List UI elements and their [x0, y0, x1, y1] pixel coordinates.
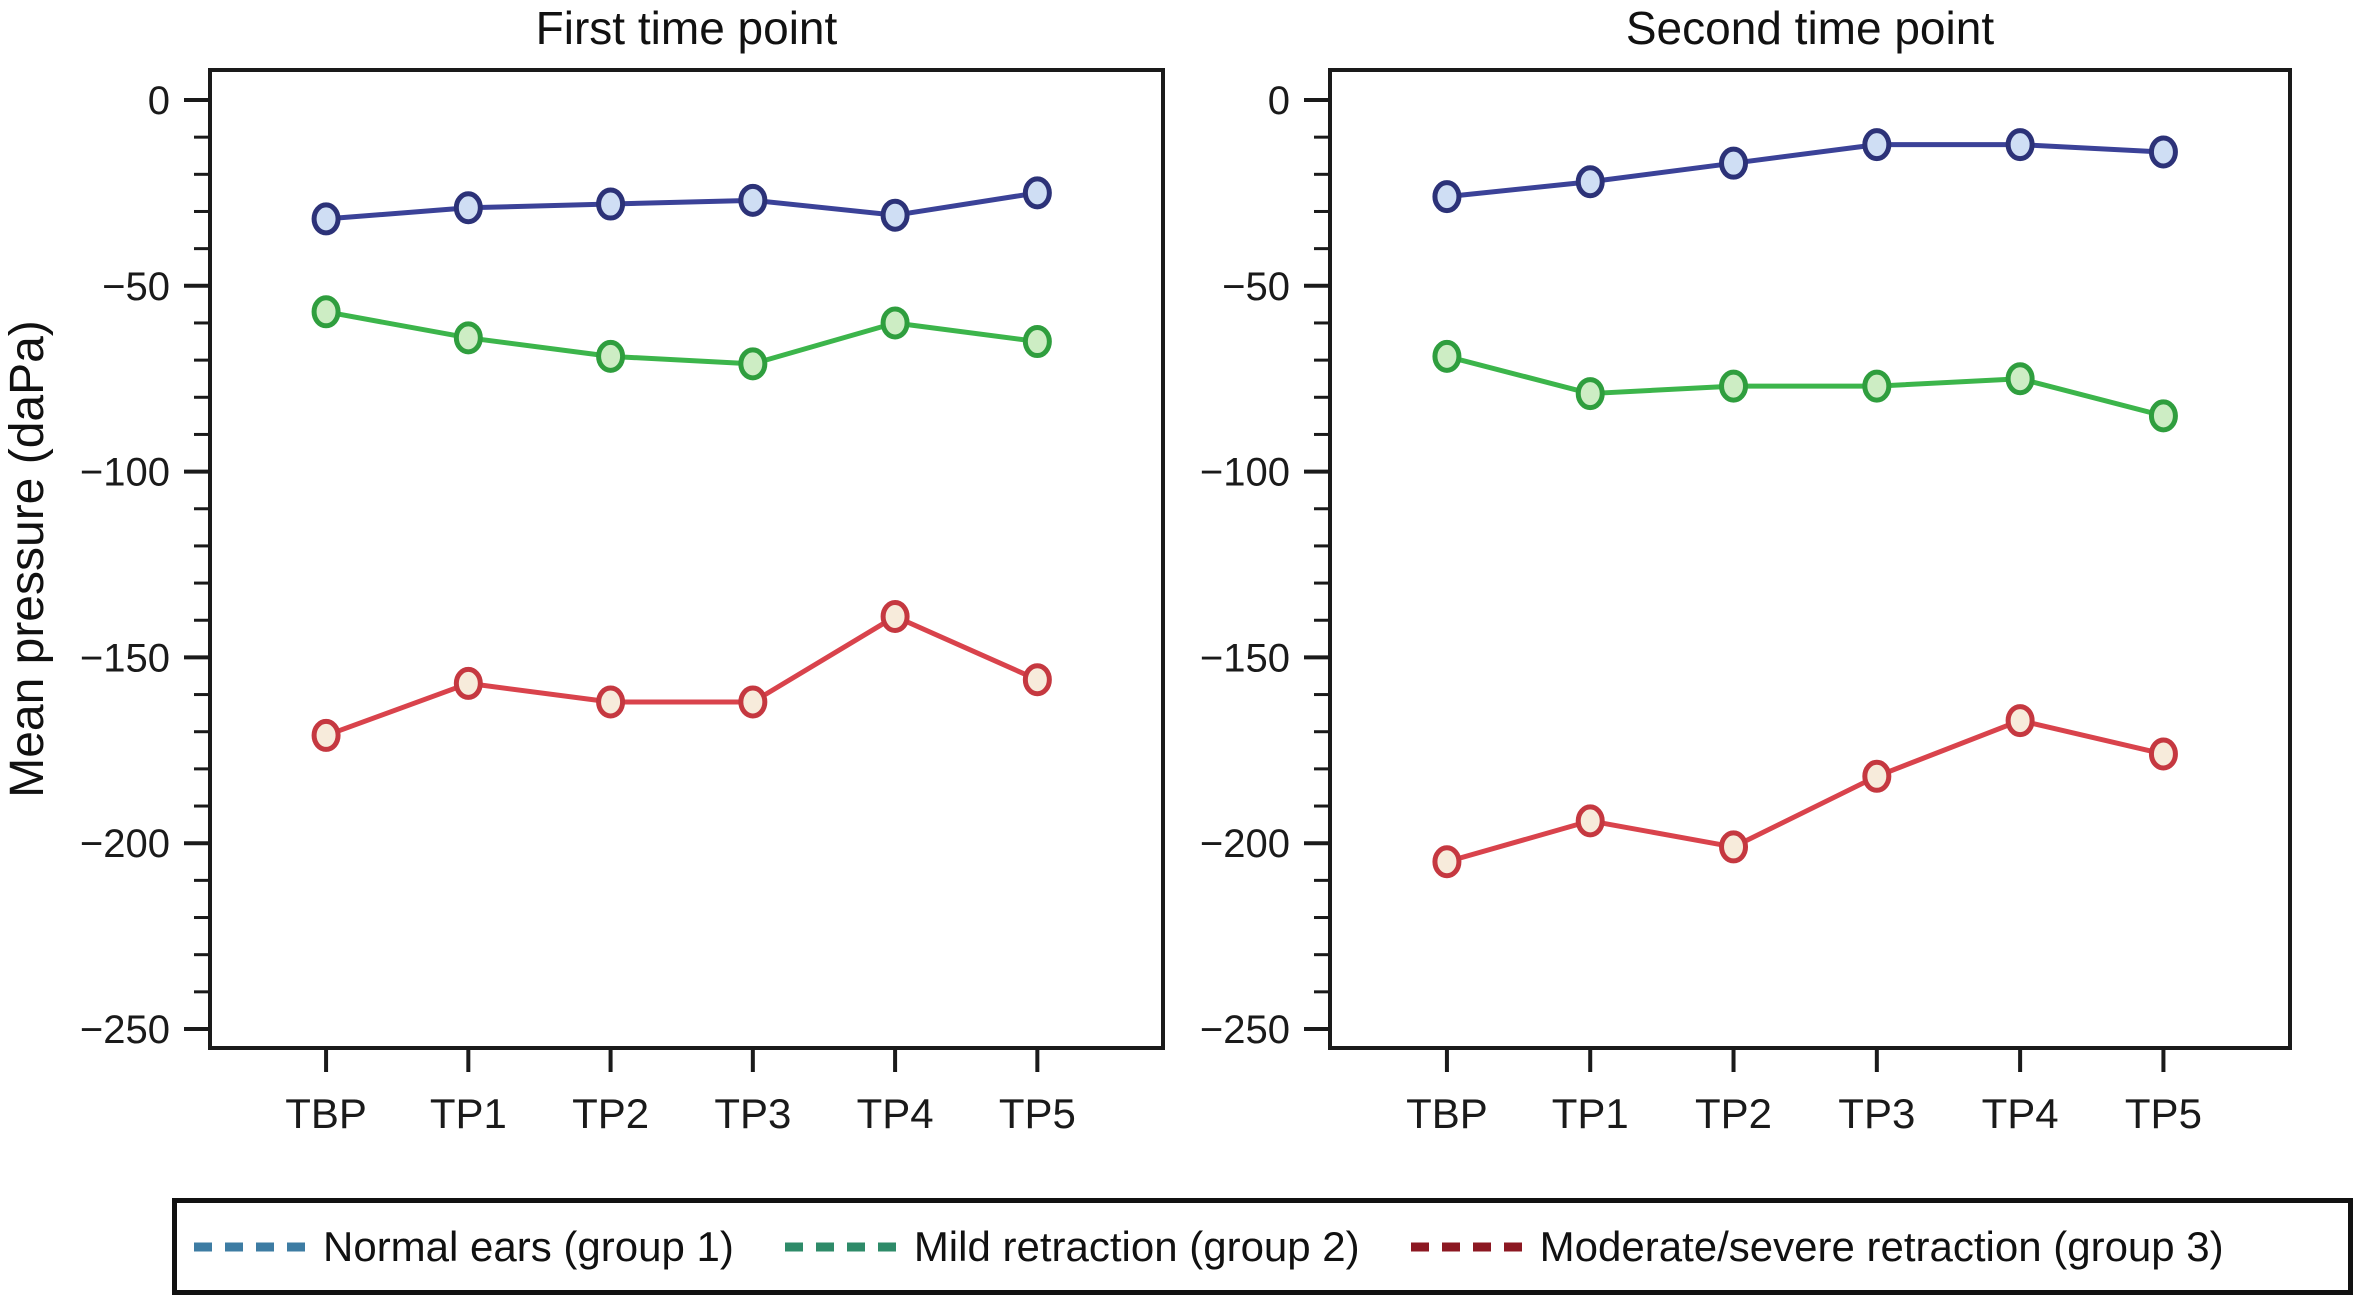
data-point-marker: [1862, 128, 1892, 162]
data-point-marker: [311, 202, 341, 236]
x-tick-label: TP4: [857, 1090, 934, 1137]
series-line-1: [325, 309, 1038, 367]
data-point-marker: [1022, 176, 1052, 210]
dashed-line-swatch-group-1: [194, 1242, 306, 1251]
plot-box: [1328, 68, 2292, 1050]
legend-item-group-3: Moderate/severe retraction (group 3): [1408, 1223, 2224, 1271]
y-tick-label: −100: [1200, 451, 1290, 495]
data-point-marker: [453, 321, 483, 355]
y-tick-label: −150: [80, 636, 170, 680]
y-tick-label: −200: [1200, 822, 1290, 866]
y-tick-label: 0: [1268, 79, 1290, 123]
data-point-marker: [880, 198, 910, 232]
data-point-marker: [596, 339, 626, 373]
legend-item-group-2: Mild retraction (group 2): [782, 1223, 1360, 1271]
x-tick-label: TBP: [285, 1090, 367, 1137]
legend-label-group-3: Moderate/severe retraction (group 3): [1539, 1222, 2224, 1270]
legend: Normal ears (group 1) Mild retraction (g…: [172, 1198, 2353, 1295]
dashed-line-swatch-group-2: [784, 1242, 897, 1251]
chart-title-second-time-point: Second time point: [1625, 2, 1995, 54]
x-tick-label: TP1: [1552, 1090, 1629, 1137]
data-point-marker: [453, 191, 483, 225]
data-point-marker: [880, 600, 910, 634]
y-tick-label: −50: [102, 265, 170, 309]
data-point-marker: [596, 685, 626, 719]
data-point-marker: [1575, 377, 1605, 411]
data-point-marker: [1575, 804, 1605, 838]
y-tick-label: 0: [148, 79, 170, 123]
data-point-marker: [1862, 759, 1892, 793]
data-point-marker: [1719, 830, 1749, 864]
y-tick-label: −150: [1200, 636, 1290, 680]
legend-label-group-2: Mild retraction (group 2): [913, 1222, 1360, 1270]
legend-label-group-1: Normal ears (group 1): [323, 1222, 734, 1270]
data-point-marker: [880, 306, 910, 340]
x-tick-label: TP3: [1838, 1090, 1915, 1137]
x-tick-label: TP4: [1982, 1090, 2059, 1137]
y-tick-label: −100: [80, 451, 170, 495]
data-point-marker: [738, 685, 768, 719]
x-tick-label: TP2: [1695, 1090, 1772, 1137]
x-tick-label: TP2: [572, 1090, 649, 1137]
data-point-marker: [1719, 146, 1749, 180]
data-point-marker: [2005, 128, 2035, 162]
plot-panel-1: 0 −50 −100 −150 −200 −250 TBP TP1 TP2 TP3 TP4 TP5: [1200, 68, 2292, 1137]
y-tick-label: −250: [80, 1008, 170, 1052]
data-point-marker: [311, 718, 341, 752]
data-point-marker: [2005, 362, 2035, 396]
data-point-marker: [311, 295, 341, 329]
data-point-marker: [1719, 369, 1749, 403]
y-tick-label: −50: [1222, 265, 1290, 309]
y-tick-label: −250: [1200, 1008, 1290, 1052]
data-point-marker: [1432, 180, 1462, 214]
x-tick-label: TBP: [1406, 1090, 1488, 1137]
data-point-marker: [596, 187, 626, 221]
data-point-marker: [1432, 845, 1462, 879]
data-point-marker: [2005, 704, 2035, 738]
data-point-marker: [738, 183, 768, 217]
data-point-marker: [1575, 165, 1605, 199]
chart-title-first-time-point: First time point: [535, 2, 838, 54]
data-point-marker: [1432, 339, 1462, 373]
data-point-marker: [1022, 663, 1052, 697]
series-line-1: [1446, 353, 2165, 419]
data-point-marker: [738, 347, 768, 381]
data-point-marker: [1862, 369, 1892, 403]
data-point-marker: [1022, 325, 1052, 359]
legend-item-group-1: Normal ears (group 1): [191, 1223, 734, 1271]
x-tick-label: TP5: [2125, 1090, 2202, 1137]
x-tick-label: TP5: [999, 1090, 1076, 1137]
series-line-2: [1446, 718, 2164, 865]
series-line-0: [325, 190, 1038, 222]
y-tick-label: −200: [80, 822, 170, 866]
data-point-marker: [2148, 135, 2178, 169]
x-tick-label: TP1: [430, 1090, 507, 1137]
data-point-marker: [2148, 737, 2178, 771]
data-point-marker: [2148, 399, 2178, 433]
x-tick-label: TP3: [714, 1090, 791, 1137]
plot-box: [208, 68, 1165, 1050]
series-line-2: [325, 614, 1039, 738]
data-point-marker: [453, 666, 483, 700]
dashed-line-swatch-group-3: [1410, 1242, 1523, 1251]
series-line-0: [1446, 142, 2164, 200]
plot-panel-0: 0 −50 −100 −150 −200 −250 TBP TP1 TP2 TP3 TP4 TP5: [80, 68, 1165, 1137]
